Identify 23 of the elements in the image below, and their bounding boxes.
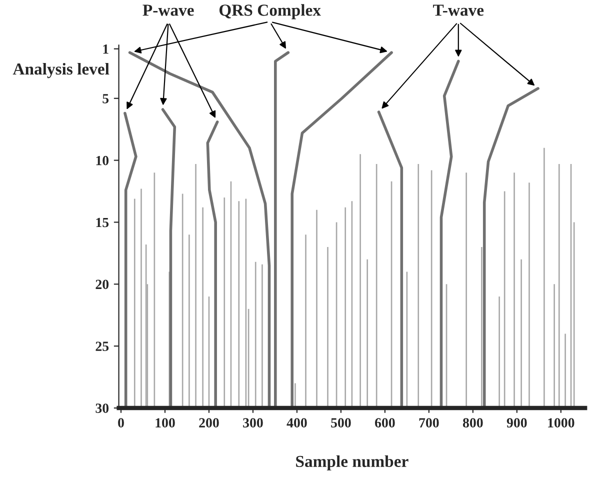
y-tick-label: 5 — [102, 94, 109, 104]
y-tick-label: 20 — [96, 280, 109, 290]
x-tick-label: 400 — [286, 418, 307, 428]
y-tick-label: 10 — [96, 156, 109, 166]
x-tick-label: 500 — [331, 418, 351, 428]
x-tick-label: 300 — [243, 418, 263, 428]
text: QRS Complex — [219, 4, 321, 20]
x-tick-label: 100 — [156, 418, 175, 428]
text: P-wave — [142, 4, 194, 16]
x-tick-label: 700 — [419, 418, 439, 428]
x-tick-label: 800 — [462, 418, 483, 428]
y-tick-label: 1 — [103, 44, 108, 54]
x-tick-label: 1000 — [548, 418, 574, 428]
x-axis-title: Sample number — [296, 455, 408, 470]
x-tick-label: 200 — [199, 418, 219, 428]
x-tick-label: 0 — [118, 418, 124, 428]
y-tick-label: 30 — [96, 404, 109, 413]
y-tick-label: 25 — [96, 342, 109, 352]
y-axis-title: Analysis level — [12, 62, 110, 78]
y-tick-label: 15 — [96, 218, 109, 228]
x-tick-label: 900 — [506, 418, 527, 428]
x-tick-label: 600 — [374, 418, 395, 428]
text: T-wave — [433, 4, 484, 16]
